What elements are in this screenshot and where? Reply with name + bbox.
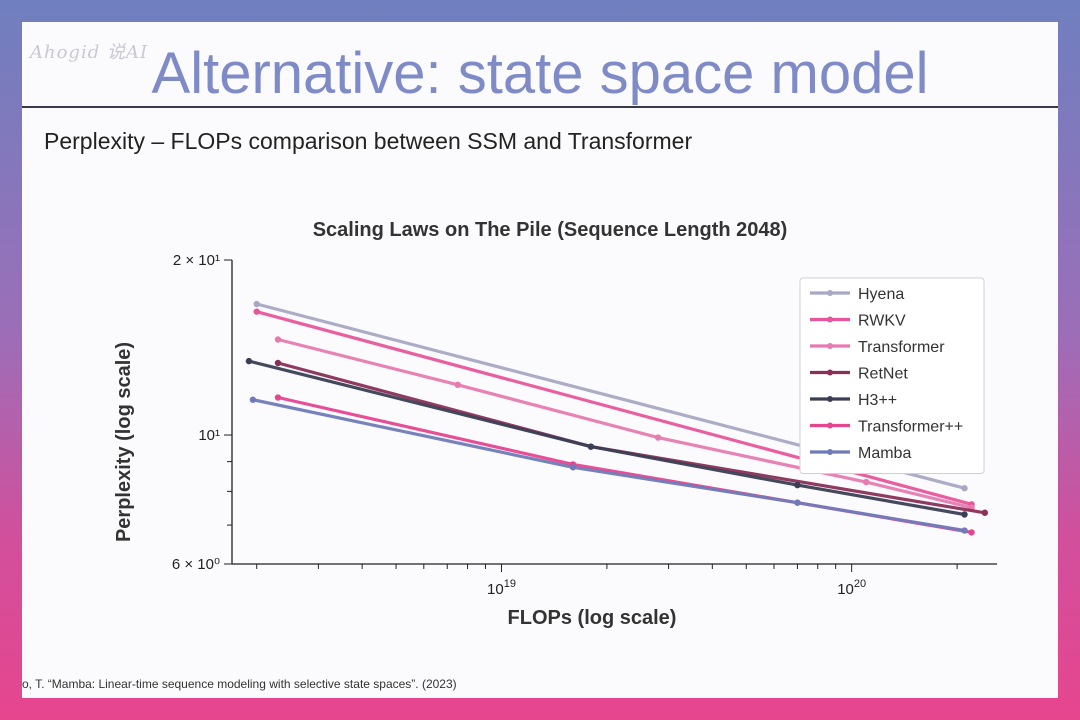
legend-marker bbox=[827, 449, 833, 455]
data-point bbox=[862, 478, 870, 486]
data-point bbox=[253, 308, 260, 315]
slide-title: Alternative: state space model bbox=[151, 41, 929, 106]
watermark: Ahogid 说AI bbox=[30, 42, 149, 63]
legend-label: Hyena bbox=[858, 286, 904, 303]
legend-label: RWKV bbox=[858, 313, 906, 330]
data-point bbox=[274, 394, 282, 401]
data-point bbox=[961, 485, 968, 492]
data-point bbox=[274, 359, 282, 367]
legend-label: Transformer++ bbox=[858, 419, 963, 436]
x-tick-label: 1019 bbox=[487, 578, 516, 598]
data-point bbox=[253, 300, 260, 308]
slide-subtitle: Perplexity – FLOPs comparison between SS… bbox=[44, 128, 693, 154]
data-point bbox=[961, 527, 968, 534]
citation: o, T. “Mamba: Linear-time sequence model… bbox=[22, 677, 457, 691]
data-point bbox=[981, 509, 989, 516]
chart-title: Scaling Laws on The Pile (Sequence Lengt… bbox=[313, 219, 788, 241]
slide: Ahogid 说AI Alternative: state space mode… bbox=[22, 22, 1058, 698]
data-point bbox=[249, 396, 257, 403]
legend-marker bbox=[827, 422, 833, 429]
legend-label: Mamba bbox=[858, 445, 911, 462]
y-tick-label: 10¹ bbox=[198, 427, 220, 444]
data-point bbox=[794, 499, 801, 506]
data-point bbox=[654, 434, 662, 441]
legend-marker bbox=[827, 369, 833, 376]
y-tick-label: 2 × 10¹ bbox=[173, 252, 220, 269]
legend-label: H3++ bbox=[858, 392, 897, 409]
data-point bbox=[274, 336, 282, 343]
data-point bbox=[245, 357, 253, 365]
y-axis-label: Perplexity (log scale) bbox=[113, 342, 135, 542]
x-axis-label: FLOPs (log scale) bbox=[508, 607, 677, 629]
series-mamba bbox=[249, 396, 968, 534]
data-point bbox=[587, 443, 595, 450]
series-line bbox=[251, 398, 967, 533]
perplexity-flops-chart: Scaling Laws on The Pile (Sequence Lengt… bbox=[113, 219, 997, 629]
legend-label: Transformer bbox=[858, 339, 945, 356]
legend-marker bbox=[827, 343, 833, 349]
y-tick-label: 6 × 10⁰ bbox=[172, 556, 220, 573]
legend-marker bbox=[827, 396, 833, 402]
series-h3pp bbox=[245, 357, 968, 518]
data-point bbox=[569, 464, 577, 471]
legend: Hyena RWKV Transformer RetNet H3++ Transforme… bbox=[799, 277, 985, 474]
data-point bbox=[961, 511, 968, 518]
data-point bbox=[454, 381, 461, 389]
series-transformer bbox=[274, 336, 975, 511]
axes: 1019 1020 2 × 10¹ 10¹ 6 × 10⁰ bbox=[172, 252, 997, 598]
x-tick-label: 1020 bbox=[837, 578, 866, 598]
title-divider bbox=[22, 106, 1058, 108]
legend-marker bbox=[827, 316, 833, 323]
legend-marker bbox=[827, 290, 833, 296]
data-point bbox=[794, 481, 801, 489]
data-point bbox=[968, 529, 975, 536]
series-line bbox=[247, 359, 967, 517]
legend-label: RetNet bbox=[858, 366, 908, 383]
